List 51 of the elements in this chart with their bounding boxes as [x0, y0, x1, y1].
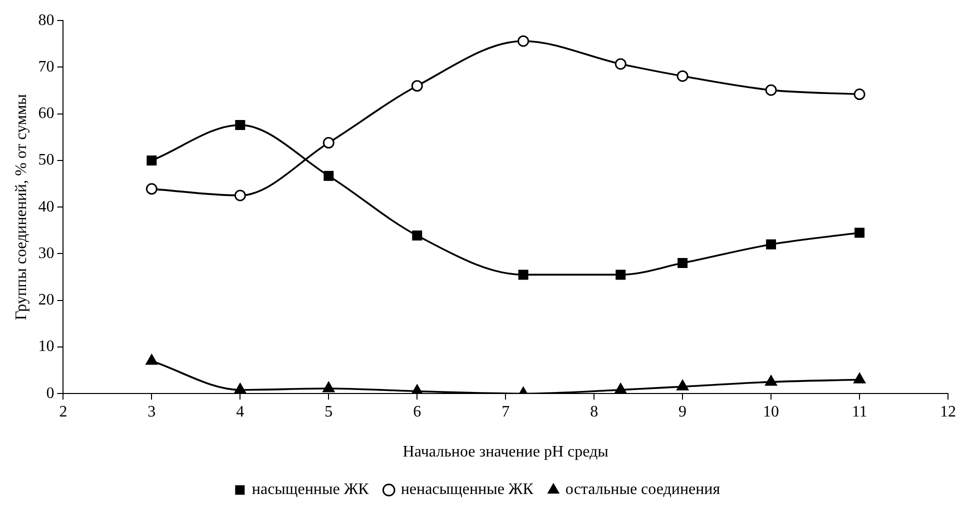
legend-label: насыщенные ЖК	[252, 481, 370, 498]
x-tick-label: 12	[940, 403, 956, 420]
point	[518, 270, 528, 280]
x-tick-label: 6	[413, 403, 422, 420]
y-tick-label: 10	[38, 338, 54, 356]
x-tick-label: 3	[148, 403, 156, 420]
y-tick-label: 50	[38, 152, 54, 169]
point	[765, 375, 777, 386]
y-tick-label: 60	[38, 105, 54, 122]
point	[854, 228, 865, 238]
x-tick-label: 7	[502, 403, 510, 420]
point	[518, 35, 530, 47]
x-tick-label: 9	[678, 403, 687, 420]
x-axis-title: Начальное значение pH среды	[402, 444, 609, 461]
point	[765, 84, 777, 96]
point	[614, 58, 626, 70]
point	[146, 354, 158, 365]
legend-label: остальные соединения	[565, 481, 721, 498]
point	[235, 120, 246, 130]
y-tick-label: 40	[38, 198, 54, 216]
point	[146, 183, 158, 195]
point	[411, 80, 423, 92]
point	[616, 270, 626, 280]
point	[324, 170, 334, 181]
y-tick-label: 30	[38, 244, 54, 262]
point	[146, 155, 157, 166]
y-tick-label: 0	[46, 384, 54, 402]
point	[676, 70, 688, 82]
point	[234, 190, 246, 202]
y-tick-label: 70	[38, 58, 54, 76]
point	[854, 372, 866, 384]
point	[234, 383, 246, 394]
point	[322, 382, 335, 392]
point	[614, 383, 627, 394]
x-tick-label: 11	[852, 403, 868, 420]
y-axis-title: Группы соединений, % от суммы	[12, 94, 30, 320]
point	[854, 88, 866, 100]
point	[676, 380, 689, 390]
x-tick-label: 5	[324, 403, 333, 420]
point	[411, 384, 424, 394]
legend-label: ненасыщенные ЖК	[400, 481, 534, 498]
y-tick-label: 20	[38, 292, 54, 309]
point	[766, 239, 776, 250]
point	[322, 137, 334, 149]
point	[412, 230, 422, 241]
x-tick-label: 2	[59, 403, 68, 420]
point	[678, 258, 688, 268]
x-tick-label: 8	[590, 403, 598, 420]
x-tick-label: 4	[236, 403, 244, 420]
y-tick-label: 80	[38, 12, 54, 29]
x-tick-label: 10	[763, 403, 780, 420]
